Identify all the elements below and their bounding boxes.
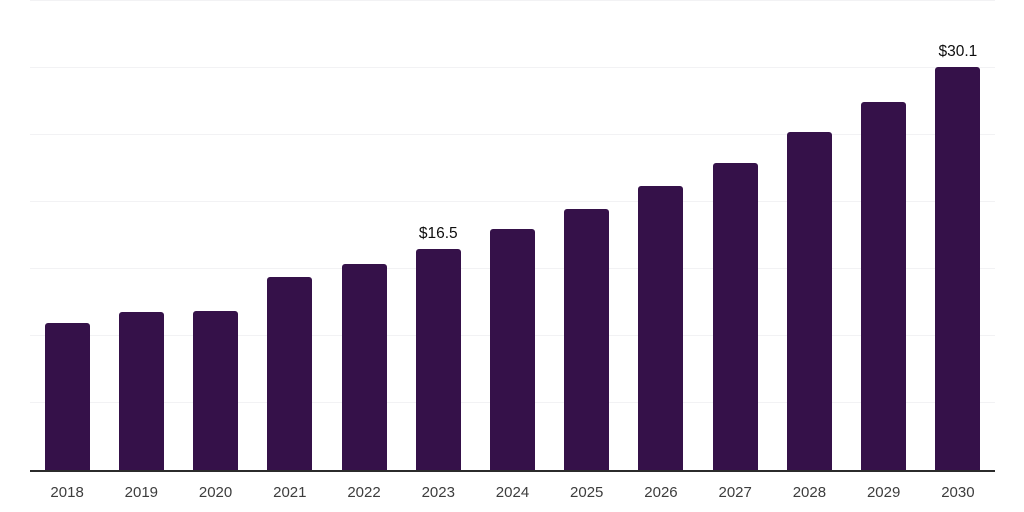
x-tick-label-2021: 2021 <box>273 484 307 501</box>
bar-2028 <box>786 132 832 470</box>
bar-2023 <box>415 248 461 470</box>
bar-2025 <box>564 208 610 470</box>
plot-area: $16.5 $30.1 <box>30 0 995 472</box>
x-tick-label-2028: 2028 <box>792 484 827 501</box>
x-tick-label-2025: 2025 <box>570 484 604 501</box>
bar-2020 <box>193 310 239 470</box>
bar-2029 <box>861 101 907 470</box>
bar-2030 <box>935 66 981 470</box>
x-tick-label-2022: 2022 <box>347 484 381 501</box>
x-tick-label-2026: 2026 <box>644 484 678 501</box>
gridline <box>30 201 995 202</box>
x-tick-label-2030: 2030 <box>941 484 975 501</box>
x-tick-label-2027: 2027 <box>718 484 752 501</box>
bar-2018 <box>44 322 90 470</box>
bar-value-label-2023: $16.5 <box>418 224 458 242</box>
gridline <box>30 134 995 135</box>
bar-2026 <box>638 185 684 470</box>
x-tick-label-2019: 2019 <box>124 484 159 501</box>
x-tick-label-2024: 2024 <box>495 484 530 501</box>
x-tick-label-2023: 2023 <box>421 484 455 501</box>
bar-2022 <box>341 263 387 470</box>
gridline <box>30 67 995 68</box>
bar-2019 <box>118 311 164 470</box>
bar-value-label-2030: $30.1 <box>938 42 978 60</box>
x-tick-label-2029: 2029 <box>866 484 901 501</box>
x-tick-label-2020: 2020 <box>198 484 233 501</box>
bar-2027 <box>712 163 758 470</box>
bar-2024 <box>490 228 535 470</box>
gridline <box>30 0 995 1</box>
x-axis: 2018 2019 2020 2021 2022 2023 2024 2025 2026 2027… <box>30 484 995 504</box>
bar-2021 <box>267 277 313 470</box>
x-tick-label-2018: 2018 <box>50 484 84 501</box>
